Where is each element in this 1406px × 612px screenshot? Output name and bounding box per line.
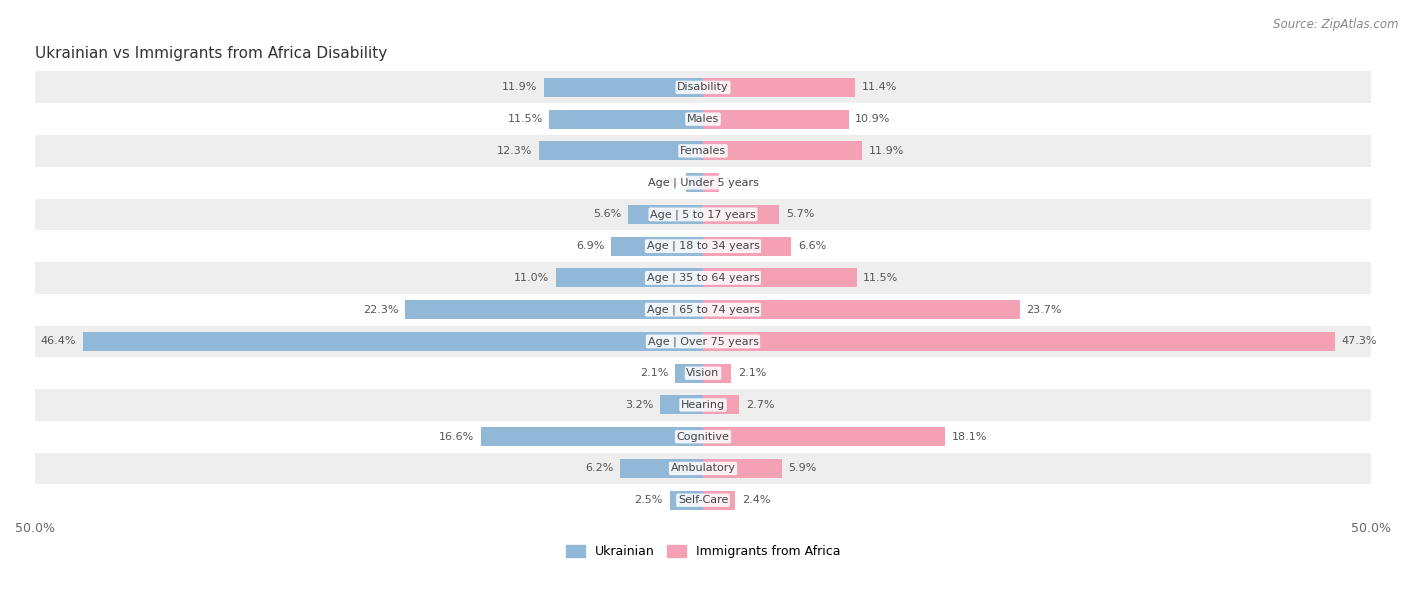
Text: Self-Care: Self-Care: [678, 495, 728, 506]
Text: 11.0%: 11.0%: [515, 273, 550, 283]
Bar: [703, 427, 945, 446]
Bar: [35, 326, 1371, 357]
Bar: [550, 110, 703, 129]
Bar: [35, 357, 1371, 389]
Bar: [35, 453, 1371, 484]
Bar: [538, 141, 703, 160]
Text: 22.3%: 22.3%: [363, 305, 398, 315]
Bar: [703, 332, 1334, 351]
Bar: [703, 491, 735, 510]
Text: Females: Females: [681, 146, 725, 156]
Text: Source: ZipAtlas.com: Source: ZipAtlas.com: [1274, 18, 1399, 31]
Text: 2.5%: 2.5%: [634, 495, 662, 506]
Text: 11.9%: 11.9%: [502, 83, 537, 92]
Text: Age | 18 to 34 years: Age | 18 to 34 years: [647, 241, 759, 252]
Bar: [686, 173, 703, 192]
Text: 1.3%: 1.3%: [651, 177, 679, 188]
Text: 5.7%: 5.7%: [786, 209, 814, 219]
Bar: [35, 294, 1371, 326]
Bar: [35, 166, 1371, 198]
Text: 11.4%: 11.4%: [862, 83, 897, 92]
Text: Vision: Vision: [686, 368, 720, 378]
Text: 10.9%: 10.9%: [855, 114, 890, 124]
Bar: [544, 78, 703, 97]
Text: 2.4%: 2.4%: [742, 495, 770, 506]
Text: 2.1%: 2.1%: [640, 368, 668, 378]
Bar: [83, 332, 703, 351]
Text: 11.9%: 11.9%: [869, 146, 904, 156]
Bar: [481, 427, 703, 446]
Text: Age | Over 75 years: Age | Over 75 years: [648, 336, 758, 346]
Text: Age | 5 to 17 years: Age | 5 to 17 years: [650, 209, 756, 220]
Text: 47.3%: 47.3%: [1341, 337, 1376, 346]
Bar: [620, 459, 703, 478]
Text: 11.5%: 11.5%: [863, 273, 898, 283]
Text: Ambulatory: Ambulatory: [671, 463, 735, 474]
Bar: [628, 205, 703, 224]
Text: 2.7%: 2.7%: [745, 400, 775, 410]
Text: Age | 65 to 74 years: Age | 65 to 74 years: [647, 304, 759, 315]
Text: 23.7%: 23.7%: [1026, 305, 1062, 315]
Text: 11.5%: 11.5%: [508, 114, 543, 124]
Bar: [703, 395, 740, 414]
Bar: [703, 205, 779, 224]
Bar: [35, 262, 1371, 294]
Text: 2.1%: 2.1%: [738, 368, 766, 378]
Bar: [405, 300, 703, 319]
Bar: [703, 78, 855, 97]
Bar: [35, 135, 1371, 166]
Legend: Ukrainian, Immigrants from Africa: Ukrainian, Immigrants from Africa: [561, 540, 845, 563]
Text: Ukrainian vs Immigrants from Africa Disability: Ukrainian vs Immigrants from Africa Disa…: [35, 46, 387, 61]
Bar: [703, 364, 731, 382]
Text: Age | Under 5 years: Age | Under 5 years: [648, 177, 758, 188]
Bar: [661, 395, 703, 414]
Text: 6.6%: 6.6%: [797, 241, 827, 251]
Text: Hearing: Hearing: [681, 400, 725, 410]
Bar: [35, 389, 1371, 421]
Text: 6.9%: 6.9%: [576, 241, 605, 251]
Bar: [703, 141, 862, 160]
Bar: [555, 269, 703, 288]
Bar: [35, 484, 1371, 516]
Bar: [703, 173, 718, 192]
Bar: [703, 269, 856, 288]
Bar: [703, 459, 782, 478]
Bar: [610, 237, 703, 256]
Bar: [669, 491, 703, 510]
Text: 18.1%: 18.1%: [952, 431, 987, 442]
Text: 5.6%: 5.6%: [593, 209, 621, 219]
Text: Males: Males: [688, 114, 718, 124]
Text: 1.2%: 1.2%: [725, 177, 754, 188]
Text: 5.9%: 5.9%: [789, 463, 817, 474]
Bar: [703, 237, 792, 256]
Bar: [703, 110, 849, 129]
Text: Age | 35 to 64 years: Age | 35 to 64 years: [647, 273, 759, 283]
Text: Cognitive: Cognitive: [676, 431, 730, 442]
Bar: [35, 198, 1371, 230]
Text: 46.4%: 46.4%: [41, 337, 76, 346]
Bar: [675, 364, 703, 382]
Bar: [703, 300, 1019, 319]
Text: Disability: Disability: [678, 83, 728, 92]
Text: 6.2%: 6.2%: [585, 463, 613, 474]
Bar: [35, 72, 1371, 103]
Bar: [35, 103, 1371, 135]
Text: 3.2%: 3.2%: [626, 400, 654, 410]
Text: 16.6%: 16.6%: [439, 431, 475, 442]
Text: 12.3%: 12.3%: [496, 146, 531, 156]
Bar: [35, 421, 1371, 453]
Bar: [35, 230, 1371, 262]
